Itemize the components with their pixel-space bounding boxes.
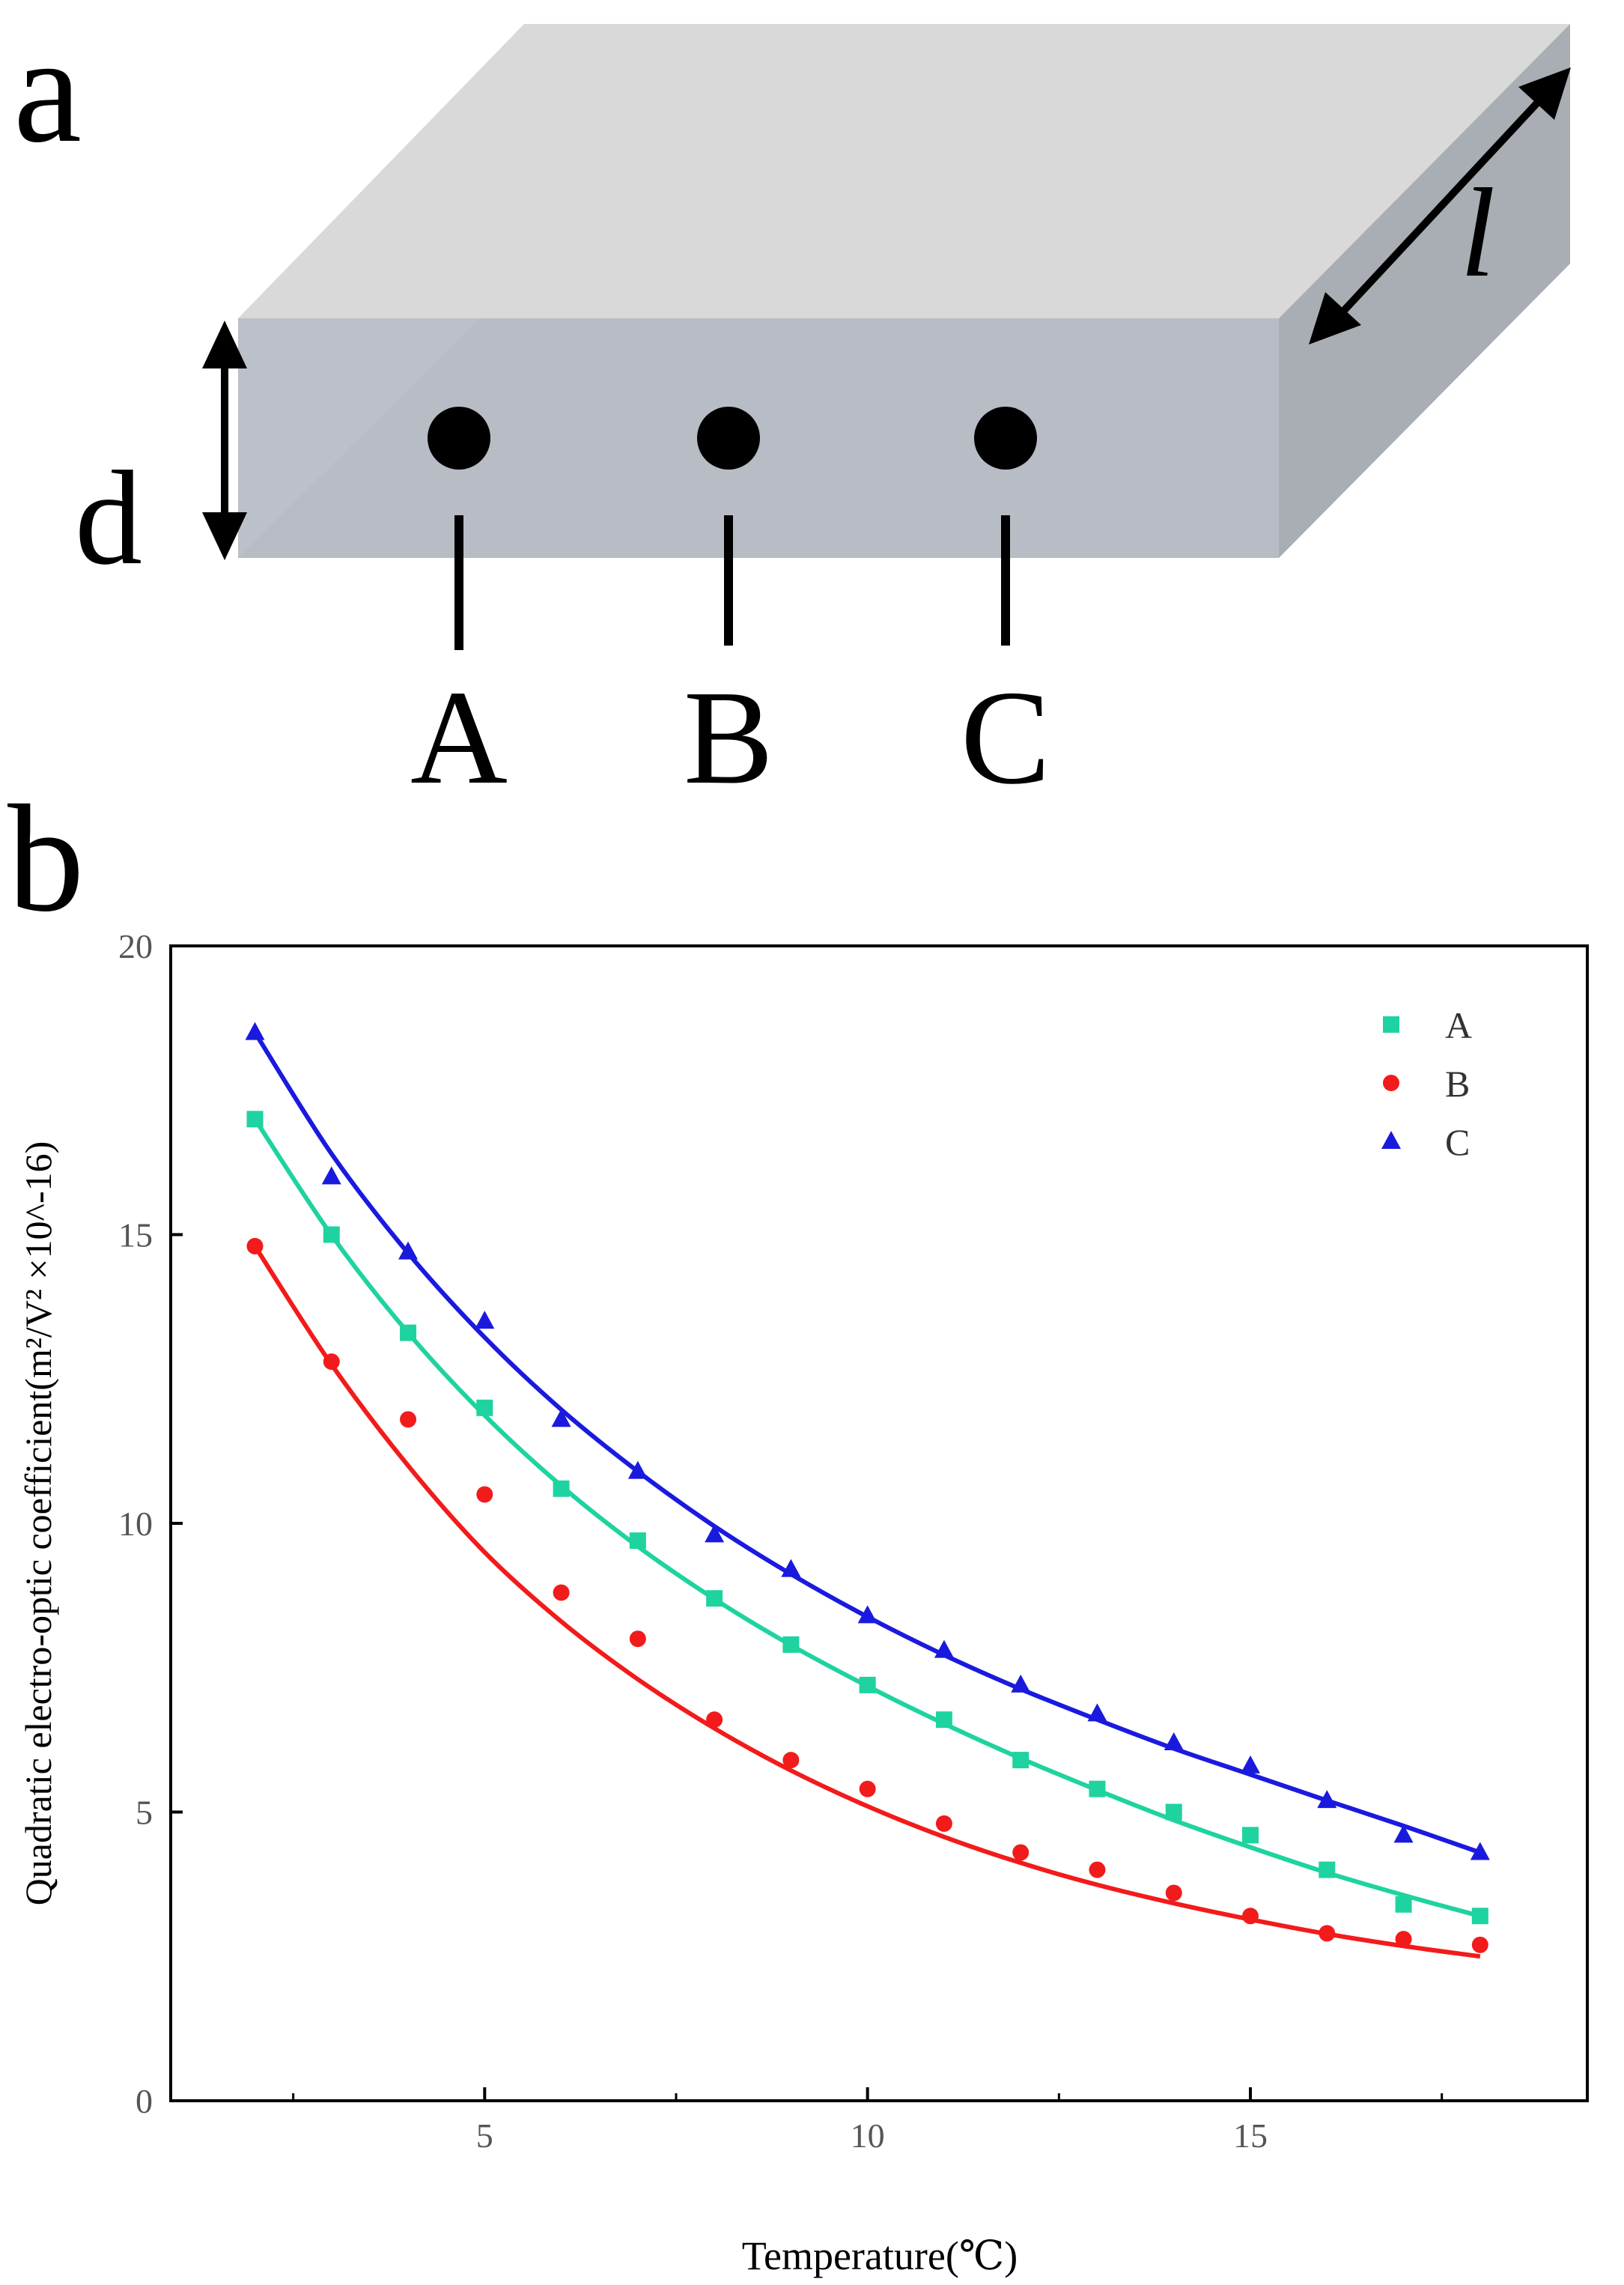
length-arrow-head-bottom bbox=[1309, 292, 1361, 345]
point-c bbox=[1087, 1703, 1107, 1722]
point-b bbox=[629, 1630, 646, 1648]
point-b bbox=[1089, 1861, 1106, 1878]
point-c bbox=[475, 1311, 495, 1329]
y-tick-label: 0 bbox=[136, 2082, 153, 2120]
point-a bbox=[1319, 1861, 1336, 1878]
point-c bbox=[705, 1524, 725, 1543]
x-tick-label: 15 bbox=[1233, 2116, 1268, 2155]
legend-label-a: A bbox=[1445, 1004, 1472, 1046]
panel-a: a d l A B C bbox=[13, 4, 1571, 812]
point-a-dot bbox=[428, 407, 490, 470]
point-a bbox=[859, 1676, 876, 1693]
point-c bbox=[857, 1605, 878, 1624]
point-a bbox=[553, 1480, 570, 1497]
point-a bbox=[629, 1532, 646, 1550]
point-c bbox=[627, 1460, 648, 1479]
point-b-dot bbox=[697, 407, 760, 470]
panel-b-label: b bbox=[7, 774, 85, 944]
panel-a-label: a bbox=[13, 4, 82, 175]
x-axis-title: Temperature(℃) bbox=[742, 2233, 1018, 2278]
point-c-label: C bbox=[961, 663, 1050, 812]
legend: ABC bbox=[1381, 1004, 1472, 1163]
point-c bbox=[781, 1559, 801, 1577]
point-b bbox=[859, 1780, 876, 1797]
thickness-arrow-head-bottom bbox=[202, 512, 247, 560]
point-b bbox=[1165, 1884, 1182, 1902]
thickness-label: d bbox=[75, 443, 142, 592]
point-b bbox=[782, 1752, 800, 1769]
point-c bbox=[245, 1022, 265, 1040]
length-label: l bbox=[1460, 163, 1495, 303]
legend-marker-a bbox=[1383, 1016, 1399, 1033]
legend-label-c: C bbox=[1445, 1121, 1470, 1163]
y-tick-label: 5 bbox=[136, 1794, 153, 1832]
point-b bbox=[1012, 1844, 1030, 1861]
length-arrow-head-top bbox=[1518, 67, 1571, 120]
point-c bbox=[551, 1409, 571, 1427]
point-c bbox=[398, 1241, 419, 1260]
fit-curve-b bbox=[252, 1245, 1481, 1959]
point-a bbox=[1089, 1780, 1106, 1797]
point-b bbox=[323, 1353, 340, 1371]
x-axis: 5 10 15 bbox=[292, 2087, 1444, 2155]
point-c bbox=[1393, 1824, 1414, 1843]
point-a bbox=[246, 1111, 264, 1128]
point-a-label: A bbox=[410, 663, 508, 812]
point-b bbox=[246, 1237, 264, 1254]
data-markers bbox=[245, 1022, 1490, 1953]
y-axis: 0 5 10 15 20 bbox=[118, 927, 183, 2120]
y-tick-label: 20 bbox=[118, 927, 153, 965]
point-b bbox=[1319, 1925, 1336, 1942]
point-b bbox=[935, 1815, 952, 1832]
point-b bbox=[1395, 1931, 1412, 1948]
point-a bbox=[782, 1636, 800, 1653]
legend-marker-c bbox=[1381, 1131, 1401, 1149]
x-tick-label: 10 bbox=[851, 2116, 885, 2155]
point-b bbox=[1242, 1908, 1259, 1925]
point-a bbox=[1395, 1896, 1412, 1913]
point-a bbox=[1165, 1803, 1182, 1821]
point-a bbox=[1012, 1752, 1030, 1769]
y-tick-label: 10 bbox=[118, 1505, 153, 1543]
point-b bbox=[400, 1411, 417, 1428]
fit-curves bbox=[252, 1031, 1481, 1959]
fit-curve-c bbox=[252, 1031, 1481, 1855]
point-a bbox=[935, 1711, 952, 1729]
point-b bbox=[476, 1486, 493, 1503]
point-b-label: B bbox=[684, 663, 773, 812]
fit-curve-a bbox=[252, 1117, 1481, 1919]
point-a bbox=[400, 1324, 417, 1341]
point-c bbox=[1470, 1842, 1490, 1860]
thickness-arrow-head-top bbox=[202, 321, 247, 368]
y-tick-label: 15 bbox=[118, 1216, 153, 1254]
point-c bbox=[1164, 1732, 1184, 1750]
point-b bbox=[1471, 1936, 1488, 1953]
point-a bbox=[323, 1226, 340, 1243]
panel-b: b 0 5 10 15 20 5 10 15 Quadratic electro-optic… bbox=[7, 774, 1589, 2278]
point-c-dot bbox=[974, 407, 1037, 470]
slab-top-face bbox=[238, 24, 1570, 318]
legend-marker-b bbox=[1383, 1075, 1399, 1091]
point-a bbox=[706, 1590, 723, 1607]
point-c bbox=[1317, 1790, 1337, 1809]
point-a bbox=[1471, 1908, 1488, 1925]
point-a bbox=[476, 1399, 493, 1416]
point-c bbox=[1241, 1755, 1261, 1773]
point-b bbox=[706, 1711, 723, 1729]
slab-side-face bbox=[1279, 24, 1570, 558]
point-c bbox=[934, 1639, 954, 1658]
x-tick-label: 5 bbox=[476, 2116, 493, 2155]
plot-frame bbox=[169, 944, 1589, 2102]
length-arrow bbox=[1337, 94, 1545, 318]
legend-label-b: B bbox=[1445, 1063, 1470, 1105]
point-b bbox=[553, 1584, 570, 1601]
y-axis-title: Quadratic electro-optic coefficient(m²/V… bbox=[17, 1141, 59, 1906]
point-a bbox=[1242, 1827, 1259, 1844]
point-c bbox=[1011, 1674, 1031, 1693]
point-c bbox=[321, 1166, 341, 1185]
